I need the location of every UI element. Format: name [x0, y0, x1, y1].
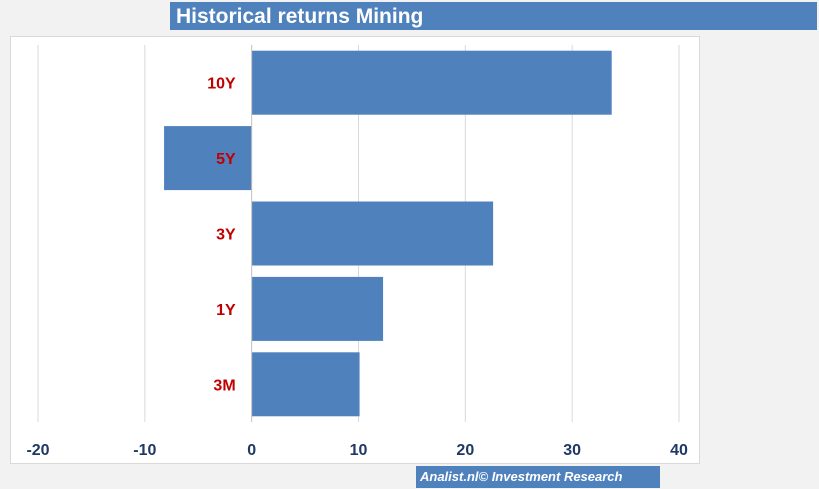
x-tick-label: 40	[670, 442, 688, 459]
plot-panel: 10Y 5Y 3Y 1Y 3M -20 -10 0 10 20 30 40	[10, 36, 700, 464]
bar-1y	[251, 276, 384, 341]
x-tick-label: -20	[26, 442, 49, 459]
footer-bar: Analist.nl© Investment Research	[416, 466, 660, 488]
x-tick-label: 0	[247, 442, 256, 459]
category-label: 3Y	[216, 227, 236, 244]
footer-credit: Analist.nl© Investment Research	[420, 469, 623, 484]
category-label: 10Y	[207, 76, 236, 93]
category-label: 1Y	[216, 302, 236, 319]
category-label: 5Y	[216, 151, 236, 168]
chart-title: Historical returns Mining	[176, 5, 424, 28]
x-tick-label: 30	[563, 442, 581, 459]
x-tick-label: -10	[133, 442, 156, 459]
x-tick-label: 10	[350, 442, 368, 459]
category-label: 3M	[213, 377, 235, 394]
bar-5y	[164, 126, 252, 191]
x-tick-label: 20	[456, 442, 474, 459]
bar-3y	[251, 201, 494, 266]
title-bar: Historical returns Mining	[170, 2, 817, 30]
bar-3m	[251, 352, 360, 417]
bar-chart: 10Y 5Y 3Y 1Y 3M -20 -10 0 10 20 30 40	[26, 45, 688, 459]
bar-10y	[251, 50, 612, 115]
